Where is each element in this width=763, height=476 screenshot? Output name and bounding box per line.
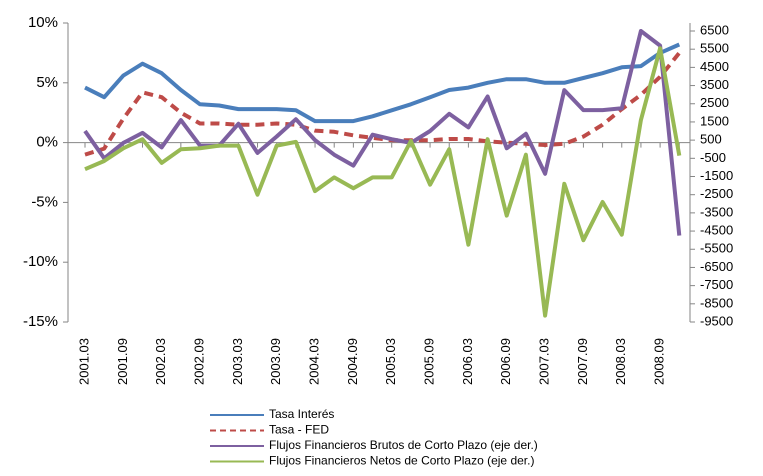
x-tick-label: 2003.09 — [268, 338, 283, 385]
y2-tick-label: -2500 — [700, 186, 733, 201]
x-tick-label: 2006.09 — [498, 338, 513, 385]
series-line — [83, 29, 682, 236]
x-tick-label: 2006.03 — [460, 338, 475, 385]
y2-tick-label: -3500 — [700, 204, 733, 219]
x-tick-label: 2001.03 — [76, 338, 91, 385]
legend-label: Flujos Financieros Netos de Corto Plazo … — [269, 454, 534, 468]
y2-tick-label: 2500 — [700, 95, 729, 110]
y-tick-label: 0% — [36, 134, 58, 151]
x-tick-label: 2002.03 — [153, 338, 168, 385]
x-tick-label: 2005.09 — [421, 338, 436, 385]
y-tick-label: 5% — [36, 74, 58, 91]
y2-tick-label: 6500 — [700, 22, 729, 37]
y2-tick-label: -1500 — [700, 168, 733, 183]
y2-tick-label: 5500 — [700, 41, 729, 56]
y2-tick-label: -8500 — [700, 295, 733, 310]
x-tick-label: 2007.03 — [537, 338, 552, 385]
legend-label: Tasa Interés — [269, 407, 334, 421]
y2-tick-label: -9500 — [700, 313, 733, 328]
x-tick-label: 2002.09 — [191, 338, 206, 385]
series-line — [84, 42, 681, 124]
x-tick-label: 2003.03 — [230, 338, 245, 385]
y-tick-label: -10% — [23, 253, 58, 270]
x-tick-label: 2004.03 — [306, 338, 321, 385]
y2-tick-label: 4500 — [700, 59, 729, 74]
legend-label: Flujos Financieros Brutos de Corto Plazo… — [269, 438, 538, 452]
legend-label: Tasa - FED — [269, 423, 329, 437]
y2-tick-label: 3500 — [700, 77, 729, 92]
y2-tick-label: 1500 — [700, 113, 729, 128]
x-tick-label: 2008.09 — [652, 338, 667, 385]
y2-tick-label: -5500 — [700, 241, 733, 256]
y2-tick-label: 500 — [700, 132, 722, 147]
x-tick-label: 2001.09 — [115, 338, 130, 385]
y-tick-label: -5% — [31, 193, 58, 210]
series-line — [84, 46, 682, 318]
series-line — [84, 51, 681, 157]
y2-tick-label: -7500 — [700, 277, 733, 292]
y2-tick-label: -500 — [700, 150, 726, 165]
y2-tick-label: -6500 — [700, 259, 733, 274]
y-tick-label: -15% — [23, 313, 58, 330]
y2-tick-label: -4500 — [700, 223, 733, 238]
x-tick-label: 2005.03 — [383, 338, 398, 385]
x-tick-label: 2008.03 — [613, 338, 628, 385]
x-tick-label: 2004.09 — [345, 338, 360, 385]
x-tick-label: 2007.09 — [575, 338, 590, 385]
y-tick-label: 10% — [28, 14, 58, 31]
